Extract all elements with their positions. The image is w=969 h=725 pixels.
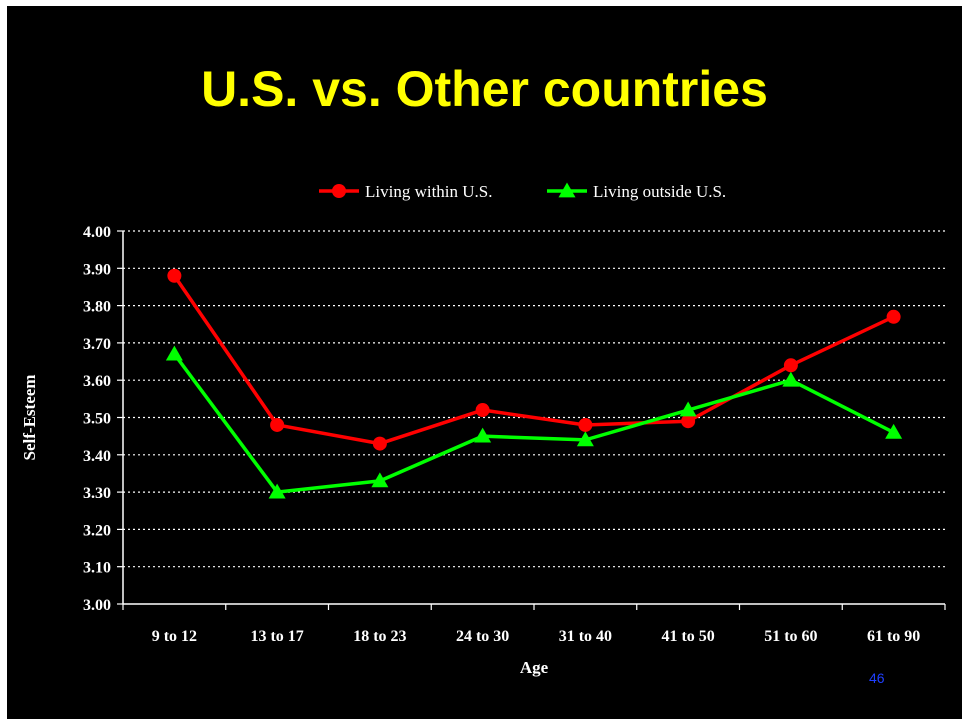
- x-tick-label: 51 to 60: [764, 628, 817, 645]
- x-tick-label: 9 to 12: [152, 628, 197, 645]
- page-number: 46: [869, 670, 885, 686]
- data-point: [475, 403, 490, 418]
- y-tick-label: 4.00: [83, 224, 111, 241]
- series-line: [172, 353, 895, 494]
- axes: [117, 230, 946, 610]
- x-tick-label: 24 to 30: [456, 628, 509, 645]
- data-point: [372, 436, 387, 451]
- y-tick-label: 3.30: [83, 485, 111, 502]
- x-tick-label: 18 to 23: [353, 628, 406, 645]
- series-line: [172, 274, 895, 446]
- data-point: [886, 309, 901, 324]
- x-axis-title: Age: [520, 658, 549, 677]
- x-tick-label: 61 to 90: [867, 628, 920, 645]
- slide-title: U.S. vs. Other countries: [201, 61, 768, 117]
- data-point: [681, 414, 696, 429]
- legend-item: Living outside U.S.: [547, 182, 726, 201]
- y-tick-label: 3.90: [83, 261, 111, 278]
- y-tick-label: 3.10: [83, 560, 111, 577]
- data-point: [578, 417, 593, 432]
- data-point: [782, 371, 800, 387]
- data-point: [371, 472, 389, 488]
- x-tick-label: 13 to 17: [250, 628, 303, 645]
- data-point: [885, 423, 903, 439]
- legend-marker: [332, 184, 346, 198]
- data-point: [576, 431, 594, 447]
- data-point: [268, 483, 286, 499]
- gridlines: [123, 230, 945, 568]
- data-point: [783, 358, 798, 373]
- x-tick-labels: 9 to 12 13 to 17 18 to 23 24 to 30 31 to 40 4…: [152, 628, 921, 645]
- data-point: [167, 268, 182, 283]
- y-tick-label: 3.40: [83, 448, 111, 465]
- data-point: [165, 345, 183, 361]
- x-tick-label: 31 to 40: [559, 628, 612, 645]
- series-2: [165, 345, 903, 499]
- y-tick-label: 3.20: [83, 522, 111, 539]
- legend-item: Living within U.S.: [319, 182, 493, 201]
- y-tick-label: 3.70: [83, 336, 111, 353]
- y-tick-label: 3.50: [83, 411, 111, 428]
- data-point: [679, 401, 697, 417]
- legend-label: Living outside U.S.: [593, 182, 726, 201]
- data-point: [270, 417, 285, 432]
- series-group: [165, 268, 903, 499]
- legend-marker: [558, 182, 576, 198]
- line-chart: 3.00 3.10 3.20 3.30 3.40 3.50 3.60 3.70 3.80 3.90…: [20, 182, 946, 677]
- legend: Living within U.S. Living outside U.S.: [319, 182, 726, 201]
- y-tick-label: 3.80: [83, 299, 111, 316]
- legend-label: Living within U.S.: [365, 182, 493, 201]
- y-tick-label: 3.60: [83, 373, 111, 390]
- x-tick-label: 41 to 50: [661, 628, 714, 645]
- slide: U.S. vs. Other countries 3.00 3.10 3.20 3.3…: [7, 6, 962, 719]
- series-1: [167, 268, 901, 451]
- y-tick-labels: 3.00 3.10 3.20 3.30 3.40 3.50 3.60 3.70 3.80 3.90…: [83, 224, 111, 614]
- data-point: [474, 427, 492, 443]
- y-axis-title: Self-Esteem: [20, 375, 39, 461]
- y-tick-label: 3.00: [83, 597, 111, 614]
